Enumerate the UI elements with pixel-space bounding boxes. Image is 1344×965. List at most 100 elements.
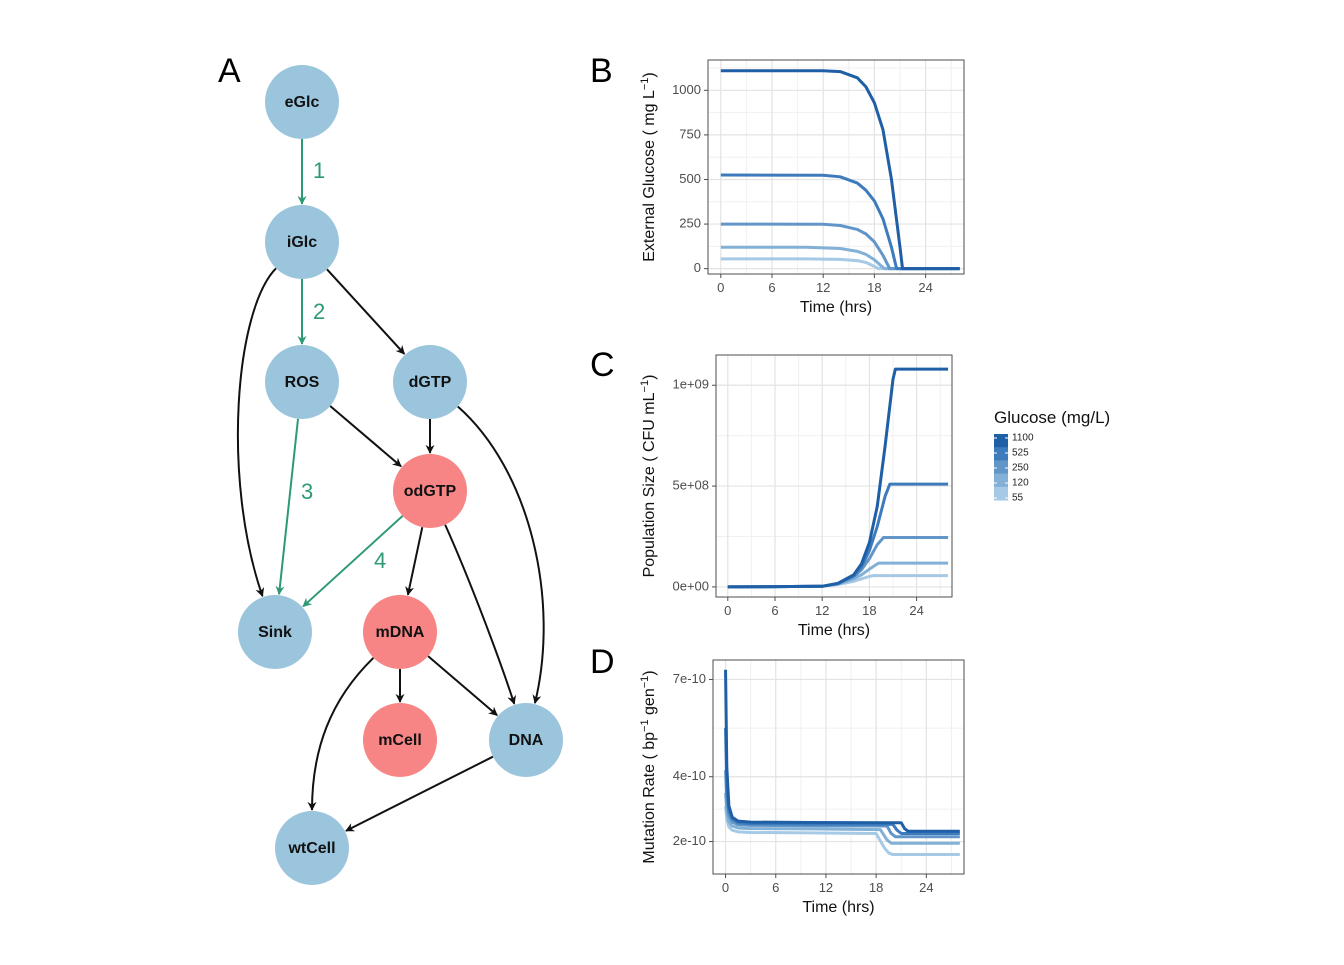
chart-d-y-axis-title: Mutation Rate ( bp−1 gen−1)	[639, 670, 658, 863]
node-circle-wtcell	[275, 811, 349, 885]
chart-c-x-tick-label: 0	[724, 603, 731, 618]
node-circle-dgtp	[393, 345, 467, 419]
edge-label-1: 1	[313, 158, 325, 183]
chart-b-y-tick-label: 750	[679, 126, 701, 141]
node-label-odgtp: odGTP	[404, 483, 457, 500]
diagram-edges: 1 2 3 4	[236, 139, 545, 832]
chart-c-x-tick-label: 18	[862, 603, 876, 618]
chart-b-series-250	[720, 222, 960, 271]
chart-c-y-tick-label: 1e+09	[672, 377, 709, 392]
edge-label-3: 3	[301, 479, 313, 504]
chart-d-x-tick-label: 24	[919, 880, 933, 895]
chart-b-x-tick-label: 24	[918, 280, 932, 295]
chart-d-panel-border	[712, 659, 965, 875]
chart-d-series-120	[724, 792, 960, 845]
node-label-wtcell: wtCell	[287, 840, 335, 857]
chart-b-series-525	[720, 173, 960, 271]
chart-d-series-55	[724, 805, 960, 857]
legend-label: 250	[1012, 463, 1029, 474]
edge-dna-to-wtcell	[345, 755, 494, 832]
node-label-iglc: iGlc	[287, 234, 317, 251]
legend-label: 120	[1012, 478, 1029, 489]
node-eglc: eGlc	[265, 65, 339, 139]
node-label-dgtp: dGTP	[409, 374, 452, 391]
node-iglc: iGlc	[265, 205, 339, 279]
chart-b-x-tick-label: 6	[768, 280, 775, 295]
node-label-mcell: mCell	[378, 732, 422, 749]
glucose-legend: Glucose (mg/L) 1100 525 250 120 55	[994, 408, 1110, 504]
chart-d-y-tick-label: 2e-10	[673, 833, 706, 848]
legend-label: 1100	[1012, 433, 1034, 444]
chart-c-x-tick-label: 24	[909, 603, 923, 618]
legend-swatch	[994, 447, 1008, 461]
edge-ros-to-sink	[275, 418, 300, 596]
node-circle-ros	[265, 345, 339, 419]
legend-title: Glucose (mg/L)	[994, 408, 1110, 427]
node-circle-mcell	[363, 703, 437, 777]
node-label-sink: Sink	[258, 624, 292, 641]
node-dna: DNA	[489, 703, 563, 777]
chart-b-y-tick-label: 500	[679, 171, 701, 186]
chart-d-y-tick-label: 7e-10	[673, 671, 706, 686]
chart-b-series-1100	[720, 69, 960, 271]
chart-d-x-axis-title: Time (hrs)	[802, 899, 874, 916]
chart-c-x-tick-label: 12	[815, 603, 829, 618]
edge-dgtp-to-dna	[457, 405, 545, 704]
chart-d-x-tick-label: 12	[819, 880, 833, 895]
chart-b-plot-area	[708, 60, 964, 274]
chart-c-panel-border	[715, 354, 953, 598]
chart-c-x-tick-label: 6	[771, 603, 778, 618]
chart-c-y-axis-title: Population Size ( CFU mL−1)	[639, 375, 658, 578]
chart-c-x-axis-title: Time (hrs)	[798, 622, 870, 639]
node-label-dna: DNA	[509, 732, 544, 749]
node-dgtp: dGTP	[393, 345, 467, 419]
chart-b-series-120	[720, 245, 960, 271]
panel-label-c: C	[590, 346, 615, 384]
legend-swatch	[994, 460, 1008, 475]
panel-label-d: D	[590, 643, 615, 681]
edge-iglc-to-sink	[236, 267, 277, 597]
chart-b-y-tick-label: 250	[679, 216, 701, 231]
chart-d-plot-area	[713, 660, 964, 874]
chart-b-x-axis-title: Time (hrs)	[800, 299, 872, 316]
node-label-eglc: eGlc	[285, 94, 320, 111]
node-mcell: mCell	[363, 703, 437, 777]
edge-label-2: 2	[313, 299, 325, 324]
chart-external-glucose: 0 6 12 18 24 0 250 500 750 1000 Time (hrs) External…	[639, 59, 965, 316]
chart-mutation-rate: 0 6 12 18 24 2e-10 4e-10 7e-10 Time (hrs) Mutatio…	[639, 659, 965, 916]
edge-label-4: 4	[374, 548, 386, 573]
chart-d-x-tick-label: 0	[722, 880, 729, 895]
node-label-ros: ROS	[285, 374, 320, 391]
node-circle-iglc	[265, 205, 339, 279]
pathway-diagram: 1 2 3 4 eGlc iGlc ROS dGTP odGTP Sink mDNA mCell DN…	[236, 65, 563, 885]
node-circle-odgtp	[393, 454, 467, 528]
node-sink: Sink	[238, 595, 312, 669]
edge-odgtp-to-mdna	[405, 526, 424, 596]
chart-c-y-tick-label: 0e+00	[672, 578, 709, 593]
diagram-nodes: eGlc iGlc ROS dGTP odGTP Sink mDNA mCell DNA wtCe…	[238, 65, 563, 885]
chart-c-series-1100	[727, 367, 949, 589]
edge-ros-to-odgtp	[329, 405, 402, 468]
chart-population-size: 0 6 12 18 24 0e+00 5e+08 1e+09 Time (hrs) Populat…	[639, 354, 953, 639]
panel-label-b: B	[590, 52, 613, 90]
node-circle-eglc	[265, 65, 339, 139]
node-ros: ROS	[265, 345, 339, 419]
edge-odgtp-to-sink	[302, 515, 404, 608]
chart-d-x-tick-label: 6	[772, 880, 779, 895]
legend-swatch	[994, 486, 1008, 501]
node-circle-dna	[489, 703, 563, 777]
legend-labels: 1100 525 250 120 55	[994, 433, 1034, 504]
node-wtcell: wtCell	[275, 811, 349, 885]
node-circle-mdna	[363, 595, 437, 669]
chart-d-x-tick-label: 18	[869, 880, 883, 895]
chart-b-y-tick-label: 0	[694, 260, 701, 275]
chart-b-y-axis-title: External Glucose ( mg L−1)	[639, 72, 658, 262]
edge-mdna-to-dna	[427, 655, 498, 717]
chart-c-plot-area	[716, 355, 952, 597]
edge-odgtp-to-dna	[444, 524, 517, 705]
panel-label-a: A	[218, 52, 241, 90]
chart-b-panel-border	[707, 59, 965, 275]
node-label-mdna: mDNA	[376, 624, 425, 641]
chart-d-series-1100	[724, 669, 960, 833]
